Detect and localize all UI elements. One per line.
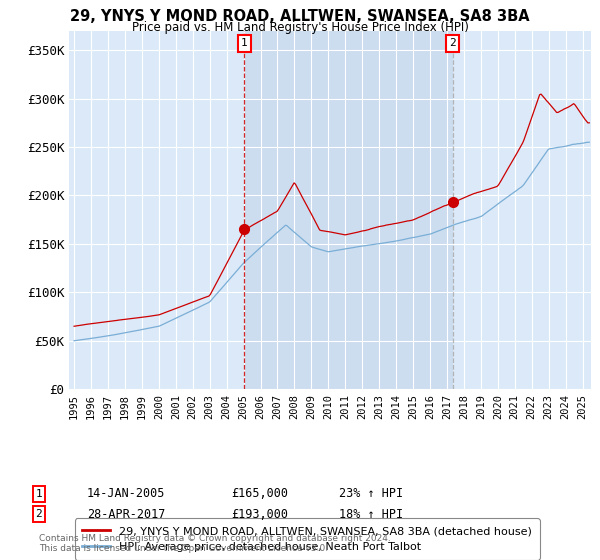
Text: 1: 1 bbox=[35, 489, 43, 499]
Text: Price paid vs. HM Land Registry's House Price Index (HPI): Price paid vs. HM Land Registry's House … bbox=[131, 21, 469, 34]
Text: 1: 1 bbox=[241, 38, 248, 48]
Text: 14-JAN-2005: 14-JAN-2005 bbox=[87, 487, 166, 501]
Text: Contains HM Land Registry data © Crown copyright and database right 2024.
This d: Contains HM Land Registry data © Crown c… bbox=[39, 534, 391, 553]
Text: 18% ↑ HPI: 18% ↑ HPI bbox=[339, 507, 403, 521]
Legend: 29, YNYS Y MOND ROAD, ALLTWEN, SWANSEA, SA8 3BA (detached house), HPI: Average p: 29, YNYS Y MOND ROAD, ALLTWEN, SWANSEA, … bbox=[74, 519, 539, 559]
Text: 23% ↑ HPI: 23% ↑ HPI bbox=[339, 487, 403, 501]
Text: 2: 2 bbox=[449, 38, 456, 48]
Text: 2: 2 bbox=[35, 509, 43, 519]
Text: £193,000: £193,000 bbox=[231, 507, 288, 521]
Text: 29, YNYS Y MOND ROAD, ALLTWEN, SWANSEA, SA8 3BA: 29, YNYS Y MOND ROAD, ALLTWEN, SWANSEA, … bbox=[70, 9, 530, 24]
Text: 28-APR-2017: 28-APR-2017 bbox=[87, 507, 166, 521]
Bar bbox=[244, 31, 452, 389]
Text: £165,000: £165,000 bbox=[231, 487, 288, 501]
